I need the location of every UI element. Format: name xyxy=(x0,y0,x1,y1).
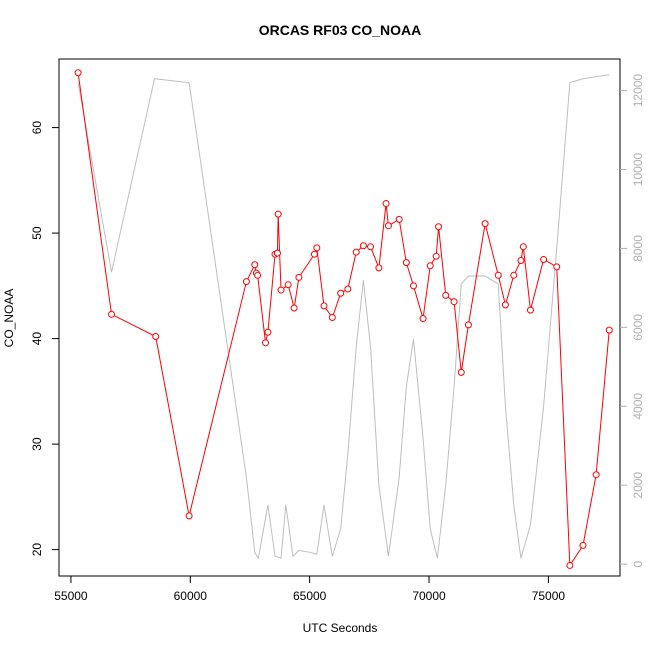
co-point xyxy=(320,302,328,310)
co-point xyxy=(384,222,392,230)
co-point xyxy=(185,512,193,520)
x-tick-label: 60000 xyxy=(174,589,208,603)
co-point xyxy=(481,220,489,228)
x-axis-label: UTC Seconds xyxy=(303,621,378,635)
y-tick-label: 60 xyxy=(30,121,44,135)
co-point xyxy=(284,281,292,289)
co-point xyxy=(328,314,336,321)
co-point xyxy=(274,210,282,218)
y-tick-label: 40 xyxy=(30,332,44,346)
x-axis: 55000 60000 65000 70000 75000 xyxy=(54,575,566,603)
co-point xyxy=(605,326,613,334)
y-tick-label: 50 xyxy=(30,226,44,240)
co-point xyxy=(442,291,450,299)
y-axis: 20 30 40 50 60 xyxy=(30,121,59,557)
co-point xyxy=(375,264,383,272)
co-point xyxy=(273,249,281,257)
chart-title: ORCAS RF03 CO_NOAA xyxy=(259,22,422,38)
co-point xyxy=(517,257,525,265)
co-point xyxy=(290,304,298,312)
co-point xyxy=(242,278,250,286)
co-point xyxy=(310,250,318,258)
co-point xyxy=(261,339,269,347)
y-tick-label: 30 xyxy=(30,437,44,451)
co-point xyxy=(295,273,303,281)
co-point xyxy=(367,243,375,251)
co-point xyxy=(494,271,502,279)
series-layer xyxy=(74,69,613,569)
co-point xyxy=(419,315,427,323)
co-point xyxy=(402,259,410,267)
y2-tick-label: 6000 xyxy=(631,314,645,341)
y-tick-label: 20 xyxy=(30,543,44,557)
y2-tick-label: 8000 xyxy=(631,235,645,262)
co-point xyxy=(74,69,82,77)
x-tick-label: 65000 xyxy=(293,589,327,603)
y2-tick-label: 0 xyxy=(631,561,645,568)
co-point xyxy=(553,263,561,271)
co-point xyxy=(519,243,527,251)
y-axis-label: CO_NOAA xyxy=(2,289,16,348)
co-point xyxy=(432,252,440,260)
co-point xyxy=(501,301,509,309)
y2-tick-label: 2000 xyxy=(631,472,645,499)
co-point xyxy=(457,368,465,376)
co-point xyxy=(450,298,458,306)
co-point xyxy=(566,561,574,569)
altitude-line xyxy=(77,74,610,560)
co-point xyxy=(344,285,352,293)
y2-tick-label: 4000 xyxy=(631,393,645,420)
co-point xyxy=(540,255,548,263)
co-point xyxy=(337,289,345,297)
y2-tick-label: 12000 xyxy=(631,74,645,108)
co-point xyxy=(410,282,418,290)
co-point xyxy=(359,242,367,250)
co-point xyxy=(435,223,443,231)
co-point xyxy=(352,248,360,256)
co-point xyxy=(313,244,321,252)
co-point xyxy=(108,310,116,318)
plot-frame xyxy=(58,58,621,577)
x-tick-label: 70000 xyxy=(412,589,446,603)
co-point xyxy=(277,286,285,294)
co-point xyxy=(251,261,259,269)
co-point xyxy=(579,541,587,549)
co-point xyxy=(526,306,534,314)
x-tick-label: 55000 xyxy=(54,589,88,603)
co-point xyxy=(592,471,600,479)
co-point xyxy=(426,262,434,270)
co-point xyxy=(254,271,262,279)
co-point xyxy=(510,271,518,279)
y2-axis-altitude: 0 2000 4000 6000 8000 10000 12000 xyxy=(620,74,645,568)
co-point xyxy=(395,215,403,223)
co-point xyxy=(464,321,472,329)
co-line xyxy=(77,72,610,568)
co-point xyxy=(152,332,160,340)
co-point xyxy=(382,200,390,208)
co-point xyxy=(264,328,272,336)
x-tick-label: 75000 xyxy=(532,589,566,603)
y2-tick-label: 10000 xyxy=(631,152,645,186)
